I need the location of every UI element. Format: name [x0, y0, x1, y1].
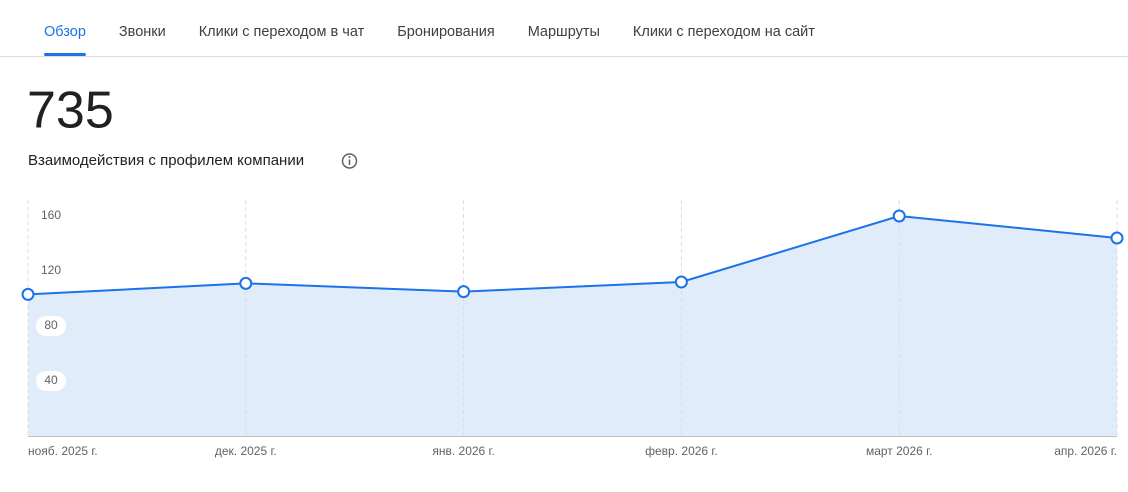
y-tick-background: [36, 316, 66, 336]
metric-label: Взаимодействия с профилем компании: [28, 152, 304, 169]
x-tick-label: нояб. 2025 г.: [28, 444, 98, 458]
point[interactable]: [674, 275, 688, 289]
tab[interactable]: Звонки: [119, 24, 166, 40]
tab-indicator: [44, 53, 86, 56]
tab-bar: Обзор Звонки Клики с переходом в чат Бронир…: [44, 24, 815, 56]
x-tick-label: дек. 2025 г.: [215, 444, 277, 458]
point[interactable]: [1110, 231, 1124, 245]
metric-value: 735: [27, 82, 114, 140]
y-tick-label: 40: [44, 373, 58, 387]
y-tick-background: [36, 206, 66, 226]
tab[interactable]: Маршруты: [528, 24, 600, 40]
point[interactable]: [457, 285, 471, 299]
x-tick-label: март 2026 г.: [866, 444, 932, 458]
x-tick-label: апр. 2026 г.: [1054, 444, 1117, 458]
tab[interactable]: Клики с переходом в чат: [199, 24, 365, 40]
y-tick-label: 160: [41, 208, 61, 222]
y-tick-label: 80: [44, 318, 58, 332]
chart: 40 80 120 160 нояб. 2025 г. дек. 2025 г. янв. …: [21, 200, 1124, 458]
point[interactable]: [892, 209, 906, 223]
x-tick-label: февр. 2026 г.: [645, 444, 718, 458]
y-tick-background: [36, 261, 66, 281]
point[interactable]: [21, 287, 35, 301]
tab[interactable]: Клики с переходом на сайт: [633, 24, 815, 40]
tab[interactable]: Бронирования: [397, 24, 494, 40]
y-tick-background: [36, 371, 66, 391]
line: [27, 214, 1118, 296]
y-tick-label: 120: [41, 263, 61, 277]
tab[interactable]: Обзор: [44, 24, 86, 40]
area: [28, 216, 1117, 436]
x-tick-label: янв. 2026 г.: [432, 444, 494, 458]
info-icon[interactable]: [341, 153, 358, 169]
point[interactable]: [239, 276, 253, 290]
